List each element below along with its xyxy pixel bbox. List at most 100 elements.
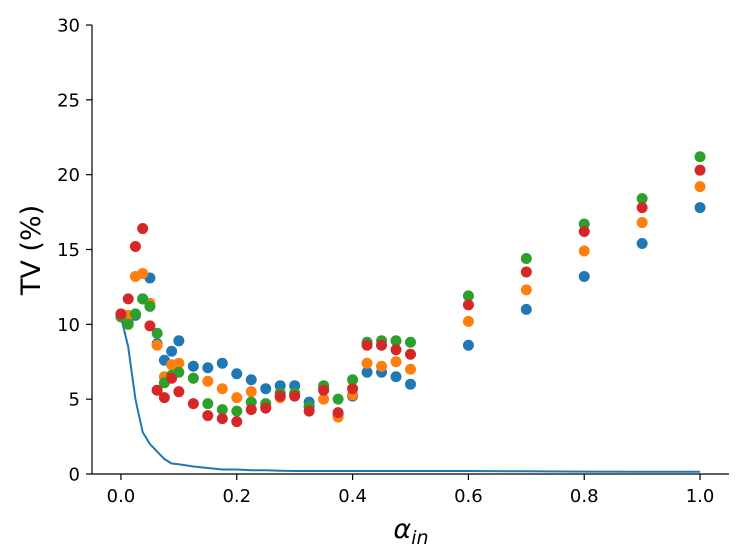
data-point	[520, 266, 532, 278]
data-point	[129, 308, 141, 320]
data-point	[115, 308, 127, 320]
data-point	[520, 284, 532, 296]
x-tick-label: 0.8	[570, 486, 599, 507]
data-point	[173, 335, 185, 347]
data-point	[202, 362, 214, 374]
data-point	[361, 357, 373, 369]
data-point	[231, 368, 243, 380]
data-point	[694, 164, 706, 176]
data-point	[462, 299, 474, 311]
data-point	[405, 336, 416, 348]
y-tick-label: 15	[57, 240, 80, 261]
x-tick-label: 0.0	[107, 486, 136, 507]
y-tick-label: 30	[57, 16, 80, 37]
data-point	[166, 345, 178, 357]
data-point	[173, 357, 185, 369]
x-tick-label: 1.0	[686, 486, 715, 507]
axes	[91, 25, 729, 475]
x-tick-label: 0.6	[454, 486, 483, 507]
data-point	[578, 245, 590, 257]
data-point	[636, 193, 648, 205]
data-point	[260, 383, 272, 395]
data-point	[216, 383, 228, 395]
data-point	[376, 360, 388, 372]
data-point	[129, 241, 141, 253]
x-tick-label: 0.2	[222, 486, 251, 507]
data-point	[202, 375, 214, 387]
data-point	[187, 360, 199, 372]
y-tick-label: 10	[57, 315, 80, 336]
data-point	[694, 181, 706, 193]
data-point	[173, 386, 185, 398]
line-layer	[119, 316, 701, 473]
data-point	[376, 339, 388, 351]
data-point	[390, 344, 402, 356]
data-point	[202, 410, 214, 422]
data-point	[137, 293, 149, 305]
data-point	[361, 366, 373, 378]
data-point	[260, 402, 272, 414]
data-point	[144, 300, 156, 312]
data-point	[122, 293, 134, 305]
series-line	[119, 316, 701, 473]
data-point	[462, 339, 474, 351]
data-point	[245, 386, 257, 398]
data-point	[578, 270, 590, 282]
data-point	[332, 393, 344, 405]
data-point	[347, 374, 359, 386]
data-point	[122, 318, 134, 330]
data-point	[303, 405, 315, 417]
data-point	[405, 348, 416, 360]
data-point	[318, 384, 330, 396]
data-point	[405, 378, 416, 390]
data-point	[390, 356, 402, 368]
data-point	[173, 366, 185, 378]
x-tick-label: 0.4	[338, 486, 367, 507]
data-point	[151, 327, 163, 339]
data-point	[462, 315, 474, 327]
data-point	[144, 320, 156, 332]
data-point	[216, 404, 228, 416]
y-tick-label: 0	[69, 465, 80, 486]
y-axis-label: TV (%)	[16, 205, 47, 296]
data-point	[520, 252, 532, 264]
data-point	[245, 404, 257, 416]
data-point	[231, 405, 243, 417]
points-layer	[115, 151, 706, 428]
data-point	[137, 267, 149, 279]
data-point	[694, 151, 706, 163]
x-axis-label: αin	[393, 514, 428, 549]
data-point	[158, 392, 170, 404]
data-point	[636, 217, 648, 229]
data-point	[390, 335, 402, 347]
data-point	[202, 398, 214, 410]
data-point	[166, 372, 178, 384]
data-point	[187, 372, 199, 384]
data-point	[390, 371, 402, 383]
data-point	[216, 357, 228, 369]
y-tick-label: 5	[69, 390, 80, 411]
y-tick-label: 25	[57, 90, 80, 111]
data-point	[405, 363, 416, 375]
data-point	[231, 392, 243, 404]
data-point	[578, 226, 590, 238]
data-point	[520, 303, 532, 315]
data-point	[216, 413, 228, 425]
data-point	[636, 202, 648, 214]
data-point	[361, 339, 373, 351]
data-point	[289, 390, 301, 402]
data-point	[274, 390, 286, 402]
data-point	[151, 384, 163, 396]
data-point	[694, 202, 706, 214]
ticks: 0.0 0.2 0.4 0.6 0.8 1.0 0 5 10 15 20 25 30	[57, 16, 714, 508]
data-point	[462, 290, 474, 302]
data-point	[245, 374, 257, 386]
y-tick-label: 20	[57, 165, 80, 186]
data-point	[231, 416, 243, 428]
data-point	[332, 407, 344, 419]
data-point	[151, 339, 163, 351]
data-point	[187, 398, 199, 410]
data-point	[137, 223, 149, 235]
